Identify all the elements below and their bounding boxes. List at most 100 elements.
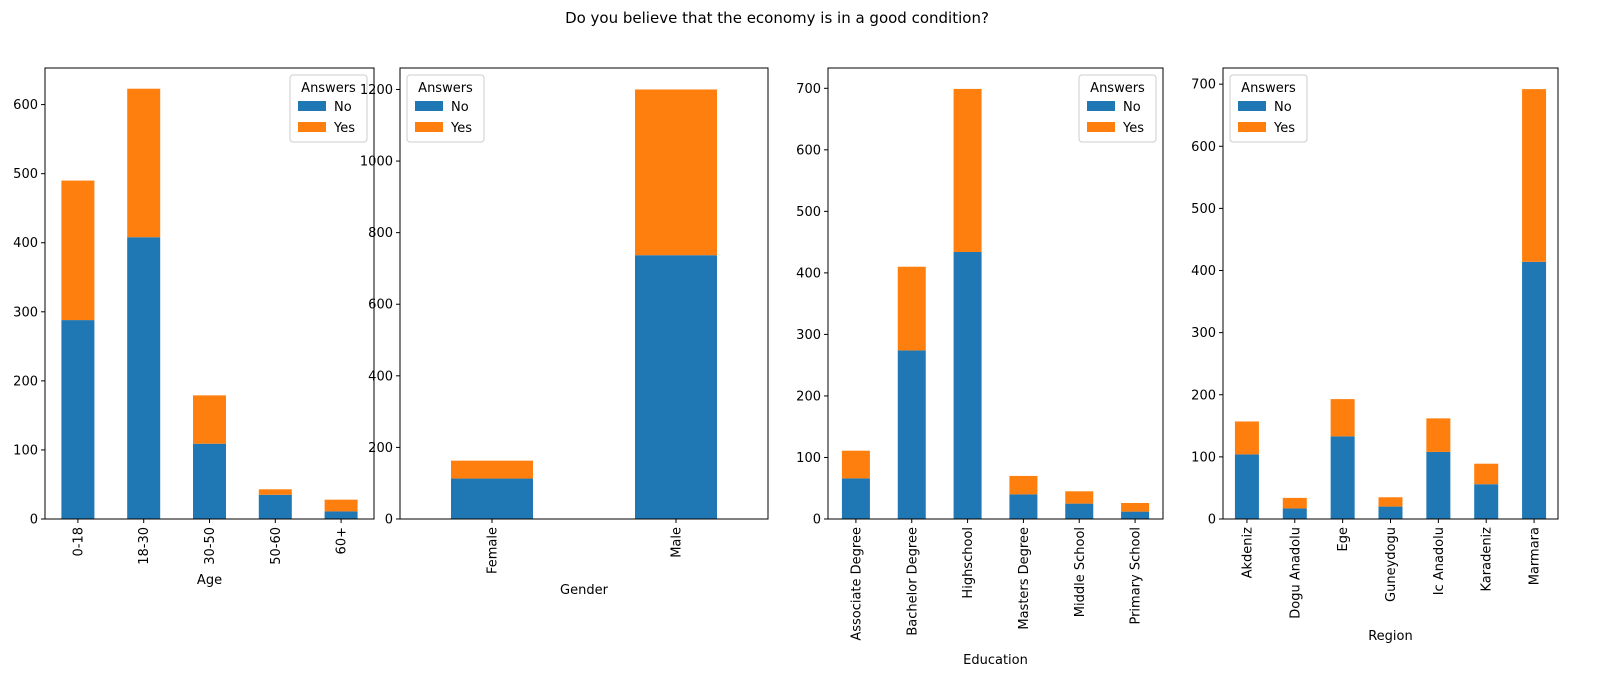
legend-entry-no: No xyxy=(1274,100,1292,115)
legend: Answers No Yes xyxy=(1078,74,1157,143)
x-tick-label: Primary School xyxy=(1129,527,1144,625)
y-tick-label: 300 xyxy=(1191,326,1216,341)
y-tick-label: 100 xyxy=(13,443,38,458)
x-tick-label: 30-50 xyxy=(203,527,218,565)
bar-yes-3 xyxy=(1009,475,1038,495)
bar-no-5 xyxy=(1121,511,1150,519)
bar-no-6 xyxy=(1522,261,1547,519)
x-axis-label: Gender xyxy=(560,583,609,598)
y-tick-label: 600 xyxy=(796,143,821,158)
chart-age: 0 100 200 300 400 500 600 0-18 18-30 30-50 50-60 60… xyxy=(13,67,375,588)
legend-swatch-yes xyxy=(298,122,326,132)
bar-no-1 xyxy=(1282,508,1307,519)
bar-yes-1 xyxy=(127,88,161,238)
bar-yes-2 xyxy=(1330,399,1355,437)
y-tick-label: 100 xyxy=(1191,450,1216,465)
y-tick-label: 200 xyxy=(368,441,393,456)
y-tick-label: 400 xyxy=(1191,264,1216,279)
legend: Answers No Yes xyxy=(406,74,485,143)
x-axis-label: Age xyxy=(197,573,222,588)
x-tick-label: Male xyxy=(670,527,685,558)
y-tick-label: 200 xyxy=(796,389,821,404)
x-tick-label: Guneydogu xyxy=(1384,527,1399,602)
bar-no-3 xyxy=(258,494,292,519)
legend-entry-yes: Yes xyxy=(333,121,355,136)
y-tick-label: 600 xyxy=(13,98,38,113)
chart-gender: 0 200 400 600 800 1000 1200 Female Male Gender Ans… xyxy=(360,67,769,598)
bar-yes-5 xyxy=(1474,463,1499,485)
x-tick-label: Ic Anadolu xyxy=(1432,527,1447,595)
x-axis-label: Education xyxy=(963,653,1028,668)
y-tick-label: 0 xyxy=(813,513,821,528)
y-tick-label: 400 xyxy=(13,236,38,251)
y-tick-label: 500 xyxy=(13,167,38,182)
legend-title: Answers xyxy=(1090,81,1145,96)
x-tick-label: Karadeniz xyxy=(1480,527,1495,592)
y-tick-label: 500 xyxy=(796,205,821,220)
y-tick-label: 300 xyxy=(796,328,821,343)
legend-entry-yes: Yes xyxy=(450,121,472,136)
bar-yes-3 xyxy=(1378,497,1403,507)
bar-yes-1 xyxy=(1282,497,1307,509)
legend-swatch-no xyxy=(1238,101,1266,111)
bar-no-2 xyxy=(193,443,226,519)
y-tick-label: 1200 xyxy=(360,83,393,98)
bar-yes-2 xyxy=(953,88,982,252)
bar-yes-3 xyxy=(258,489,292,495)
x-tick-label: Bachelor Degree xyxy=(905,527,920,636)
legend-entry-no: No xyxy=(334,100,352,115)
x-tick-label: 50-60 xyxy=(269,527,284,565)
bar-no-0 xyxy=(1234,454,1259,519)
y-tick-label: 600 xyxy=(1191,140,1216,155)
bar-yes-0 xyxy=(1234,421,1259,455)
x-tick-label: Ege xyxy=(1336,527,1351,551)
bar-yes-4 xyxy=(324,499,358,512)
bar-yes-0 xyxy=(451,460,533,479)
x-tick-label: Akdeniz xyxy=(1240,527,1255,579)
x-axis-label: Region xyxy=(1368,629,1413,644)
x-tick-label: 60+ xyxy=(335,527,350,554)
x-tick-label: Middle School xyxy=(1073,527,1088,617)
bar-no-1 xyxy=(635,255,717,519)
bar-yes-0 xyxy=(61,180,95,321)
legend-title: Answers xyxy=(1241,81,1296,96)
legend: Answers No Yes xyxy=(289,74,368,143)
y-tick-label: 200 xyxy=(13,374,38,389)
bar-no-1 xyxy=(127,237,161,519)
x-tick-label: Dogu Anadolu xyxy=(1288,527,1303,619)
legend-swatch-yes xyxy=(415,122,443,132)
bar-no-0 xyxy=(841,478,870,519)
x-tick-label: Highschool xyxy=(961,527,976,599)
y-tick-label: 400 xyxy=(368,369,393,384)
bar-no-3 xyxy=(1009,494,1038,519)
x-tick-label: 18-30 xyxy=(137,527,152,565)
y-tick-label: 700 xyxy=(1191,78,1216,93)
bar-no-0 xyxy=(61,320,95,519)
axes-frame xyxy=(827,67,1164,520)
y-tick-label: 700 xyxy=(796,82,821,97)
x-tick-label: Marmara xyxy=(1528,527,1543,585)
legend-entry-yes: Yes xyxy=(1122,121,1144,136)
bar-no-1 xyxy=(897,350,926,519)
legend: Answers No Yes xyxy=(1229,74,1308,143)
legend-swatch-yes xyxy=(1238,122,1266,132)
axes-frame xyxy=(399,67,769,520)
bar-yes-1 xyxy=(635,89,717,256)
bar-no-4 xyxy=(1065,503,1094,519)
x-tick-label: Masters Degree xyxy=(1017,527,1032,630)
bar-no-4 xyxy=(1426,451,1451,519)
bar-yes-6 xyxy=(1522,89,1547,262)
x-tick-label: 0-18 xyxy=(71,527,86,557)
x-tick-label: Associate Degree xyxy=(849,527,864,641)
charts-container: 0 100 200 300 400 500 600 0-18 18-30 30-50 50-60 60… xyxy=(13,67,1559,668)
legend-swatch-no xyxy=(1087,101,1115,111)
y-tick-label: 600 xyxy=(368,298,393,313)
chart-education: 0 100 200 300 400 500 600 700 Associate Degree Ba… xyxy=(796,67,1164,668)
legend-entry-no: No xyxy=(1123,100,1141,115)
y-tick-label: 300 xyxy=(13,305,38,320)
legend-swatch-no xyxy=(415,101,443,111)
bar-yes-2 xyxy=(193,395,226,444)
legend-entry-no: No xyxy=(451,100,469,115)
y-tick-label: 0 xyxy=(30,513,38,528)
